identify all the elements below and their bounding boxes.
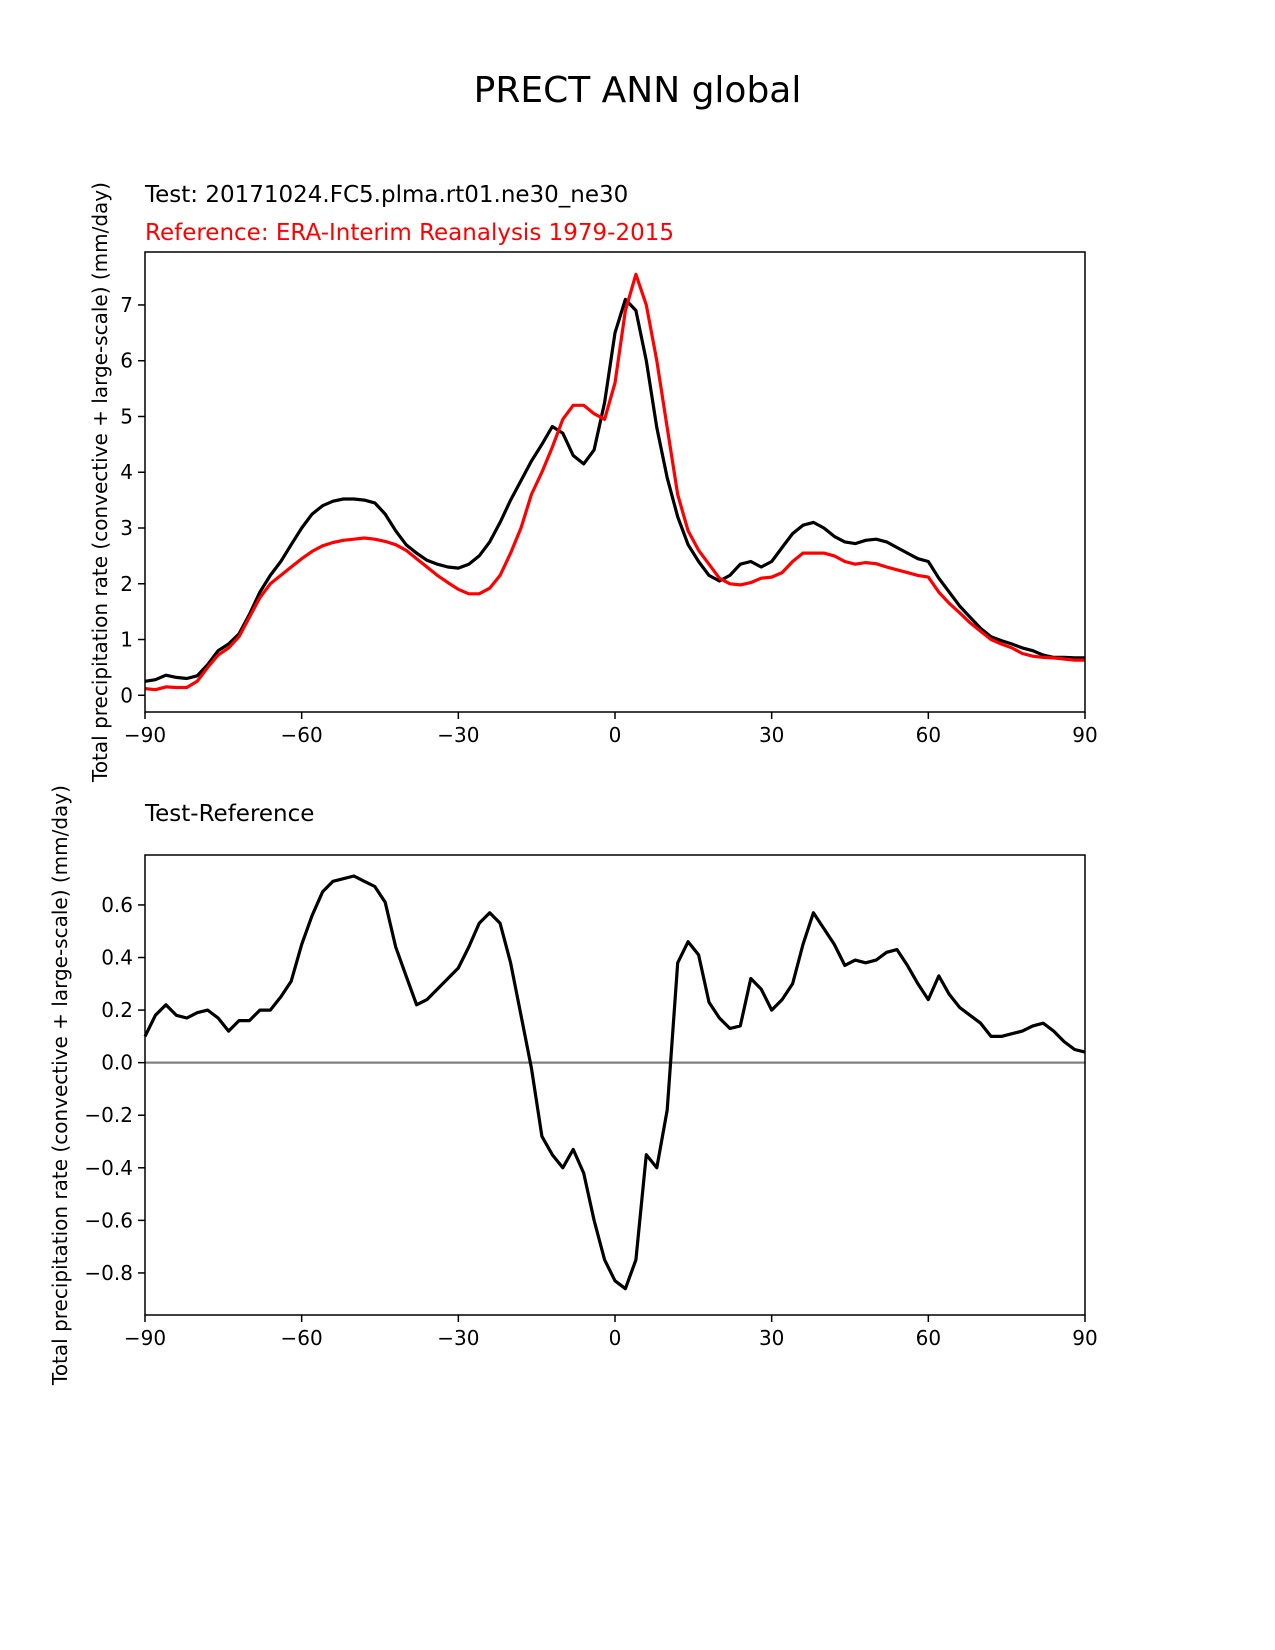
top-x-tick-label: 30 — [759, 723, 784, 747]
top-x-tick-label: −30 — [437, 723, 479, 747]
bottom-y-tick-label: 0.2 — [101, 998, 133, 1022]
reference-label: Reference: ERA-Interim Reanalysis 1979-2… — [145, 220, 674, 246]
bottom-panel: −90 −60 −30 0 30 60 90 0.6 0.4 0.2 0.0 −0.2 −0.4 −0.6… — [84, 854, 1098, 1350]
figure-title: PRECT ANN global — [473, 70, 802, 111]
bottom-x-tick-label: 30 — [759, 1326, 784, 1350]
bottom-series-test-reference — [143, 874, 1086, 1291]
bottom-axes-frame — [144, 854, 1086, 1316]
bottom-y-tick-label: 0.0 — [101, 1051, 133, 1075]
bottom-panel-title: Test-Reference — [145, 801, 315, 827]
top-y-tick-label: 1 — [120, 628, 133, 652]
top-y-tick-label: 7 — [120, 293, 133, 317]
bottom-x-tick-label: −30 — [437, 1326, 479, 1350]
top-y-tick-label: 2 — [120, 572, 133, 596]
bottom-x-tick-label: 0 — [609, 1326, 622, 1350]
bottom-y-tick-label: −0.8 — [84, 1261, 133, 1285]
top-series-test — [144, 297, 1085, 683]
bottom-x-tick-label: 60 — [916, 1326, 941, 1350]
top-panel: −90 −60 −30 0 30 60 90 0 1 2 3 4 5 6 7 — [120, 251, 1098, 747]
top-y-tick-label: 4 — [120, 460, 133, 484]
bottom-y-tick-label: −0.2 — [84, 1103, 133, 1127]
top-axes-frame — [144, 251, 1086, 713]
bottom-y-tick-label: −0.6 — [84, 1208, 133, 1232]
top-x-tick-label: −90 — [124, 723, 166, 747]
bottom-y-tick-label: 0.6 — [101, 893, 133, 917]
top-x-tick-label: 60 — [916, 723, 941, 747]
top-series-reference — [144, 272, 1085, 692]
top-y-tick-label: 3 — [120, 516, 133, 540]
test-label: Test: 20171024.FC5.plma.rt01.ne30_ne30 — [145, 182, 629, 208]
top-y-tick-label: 0 — [120, 683, 133, 707]
bottom-y-tick-label: 0.4 — [101, 946, 133, 970]
top-x-tick-label: 90 — [1072, 723, 1097, 747]
top-x-tick-label: 0 — [609, 723, 622, 747]
top-y-tick-label: 6 — [120, 349, 133, 373]
top-y-tick-label: 5 — [120, 404, 133, 428]
bottom-y-tick-label: −0.4 — [84, 1156, 133, 1180]
bottom-x-tick-label: −60 — [281, 1326, 323, 1350]
bottom-x-tick-label: −90 — [124, 1326, 166, 1350]
bottom-x-tick-label: 90 — [1072, 1326, 1097, 1350]
top-x-tick-label: −60 — [281, 723, 323, 747]
